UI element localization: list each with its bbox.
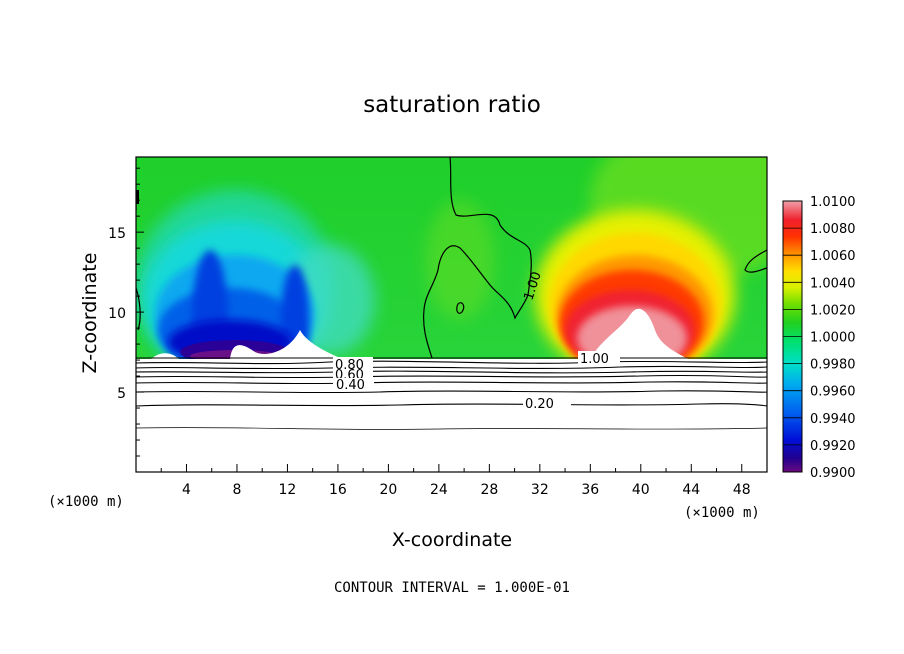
colorbar-tick-label: 1.0060 [810, 249, 856, 264]
x-tick-label: 16 [329, 482, 347, 498]
x-tick-label: 24 [430, 482, 448, 498]
x-unit-label: (×1000 m) [684, 505, 760, 521]
x-axis: 4 8 12 16 20 24 28 32 36 40 44 48 [160, 464, 751, 498]
x-tick-label: 48 [733, 482, 751, 498]
x-tick-label: 28 [480, 482, 498, 498]
colorbar-tick-label: 1.0040 [810, 276, 856, 291]
x-tick-label: 4 [182, 482, 191, 498]
plot-frame [135, 156, 768, 473]
saturation-field [136, 157, 767, 359]
contour-lines-upper [136, 157, 767, 359]
x-tick-label: 8 [232, 482, 241, 498]
colorbar-tick-label: 0.9900 [810, 466, 856, 481]
contour-label-080: 0.80 [335, 358, 364, 373]
x-tick-label: 40 [632, 482, 650, 498]
chart-title: saturation ratio [363, 92, 541, 118]
contour-label-040: 0.40 [336, 378, 365, 393]
colorbar-tick-label: 0.9920 [810, 439, 856, 454]
colorbar-tick-label: 0.9980 [810, 358, 856, 373]
x-tick-label: 32 [531, 482, 549, 498]
contour-label-surface: 1.00 [580, 352, 609, 367]
y-tick-label: 15 [108, 226, 126, 242]
colorbar-tick-label: 1.0020 [810, 303, 856, 318]
plot-area: 1.00 0.80 0.60 0.40 0.20 1.00 [136, 157, 767, 472]
x-axis-label: X-coordinate [392, 529, 512, 551]
y-unit-label: (×1000 m) [48, 494, 124, 510]
contour-label-020: 0.20 [525, 397, 554, 412]
x-tick-label: 36 [581, 482, 599, 498]
y-axis-label: Z-coordinate [79, 253, 101, 374]
x-tick-label: 44 [682, 482, 700, 498]
y-axis: 5 10 15 [108, 167, 144, 457]
colorbar: 1.0100 1.0080 1.0060 1.0040 1.0020 1.0000 0.99… [782, 195, 856, 481]
colorbar-tick-label: 1.0100 [810, 195, 856, 210]
colorbar-tick-label: 1.0080 [810, 222, 856, 237]
colorbar-ticks: 1.0100 1.0080 1.0060 1.0040 1.0020 1.0000 0.99… [783, 195, 856, 481]
contour-labels: 1.00 0.80 0.60 0.40 0.20 1.00 [333, 270, 620, 412]
y-tick-label: 5 [117, 386, 126, 402]
x-tick-label: 12 [279, 482, 297, 498]
colorbar-tick-label: 1.0000 [810, 331, 856, 346]
y-tick-label: 10 [108, 306, 126, 322]
x-tick-label: 20 [379, 482, 397, 498]
colorbar-tick-label: 0.9960 [810, 385, 856, 400]
contour-interval-note: CONTOUR INTERVAL = 1.000E-01 [334, 580, 570, 596]
contour-lines-lower [136, 357, 767, 430]
colorbar-tick-label: 0.9940 [810, 412, 856, 427]
